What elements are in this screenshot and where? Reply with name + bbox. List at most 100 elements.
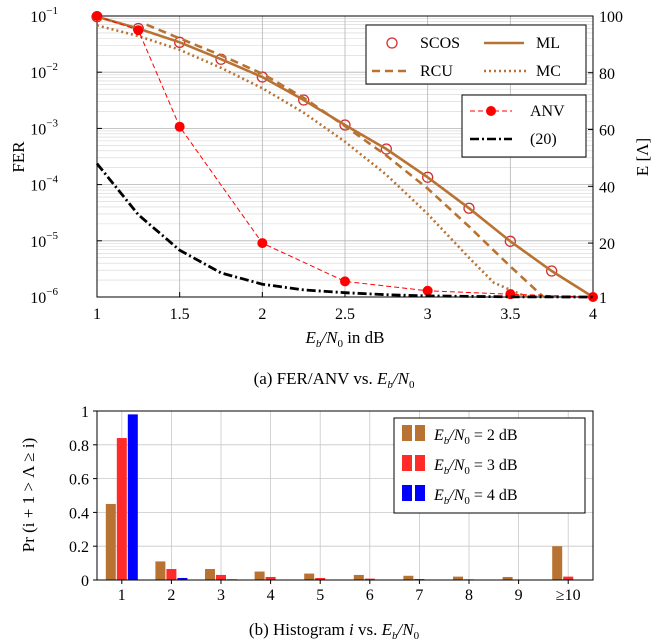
hist-bar [403,575,414,580]
scos-point [504,235,516,247]
top-ticks: 1 1.5 2 2.5 3 3.5 4 10−1 10−2 10−3 10−4 10−5 10−6 100… [30,5,623,323]
top-legend-main: SCOS ML RCU MC [365,24,587,85]
y-tick-label: 10−1 [30,5,58,26]
hist-y-label: 1 [81,404,89,421]
hist-bar [177,577,188,580]
hist-x-label: 6 [366,587,374,604]
legend-3db-swatch [402,455,412,471]
x-tick-label: 3.5 [500,306,520,323]
bottom-ticks: 1 2 3 4 5 6 7 8 9 ≥10 1 0.8 0.6 0.4 0.2 0 [69,404,581,604]
hist-y-label: 0.4 [69,505,89,522]
y2-tick-label: 20 [599,236,615,253]
hist-y-label: 0 [81,573,89,590]
y-tick-label: 10−6 [30,286,58,307]
y2-tick-label: 40 [599,179,615,196]
legend-eq20-label: (20) [530,131,557,148]
top-ylabel: FER [9,141,28,173]
bottom-bars [105,414,585,580]
hist-bar [563,576,574,580]
scos-point [339,119,351,131]
hist-x-label: ≥10 [556,587,581,604]
hist-bar [127,414,138,580]
hist-bar [155,561,166,580]
hist-bar [414,578,425,580]
anv-point [588,292,598,302]
legend-scos-marker [386,37,398,49]
top-caption: (a) FER/ANV vs. Eb/N0 [254,369,415,391]
bottom-caption: (b) Histogram i vs. Eb/N0 [249,620,420,642]
legend-4db-swatch-b [415,485,425,501]
legend-4db-swatch [402,485,412,501]
bottom-ylabel: Pr (i + 1 > Λ ≥ i) [19,438,38,553]
legend-3db-swatch-b [415,455,425,471]
hist-bar [254,571,265,580]
top-y2label: E [Λ] [633,138,652,176]
bottom-legend: Eb/N0 = 2 dB Eb/N0 = 3 dB Eb/N0 = 4 dB [393,417,586,514]
y-tick-label: 10−4 [30,174,58,195]
hist-bar [453,576,463,580]
anv-point [257,238,268,249]
legend-anv-label: ANV [530,103,565,120]
y2-tick-label: 80 [599,66,615,83]
y-tick-label: 10−5 [30,230,58,251]
legend-anv-marker [486,106,496,116]
hist-x-label: 9 [515,587,523,604]
scos-point [546,265,558,277]
scos-point [422,171,434,183]
x-tick-label: 3 [424,306,432,323]
hist-bar [166,569,177,580]
top-legend-secondary: ANV (20) [461,94,587,158]
anv-point [92,11,102,21]
series-rcu-line [146,23,545,298]
bottom-plot-frame [96,410,594,581]
hist-bar [265,576,276,580]
hist-x-label: 3 [217,587,225,604]
hist-y-label: 0.6 [69,472,89,489]
hist-y-label: 0.2 [69,539,89,556]
histogram-chart: 1 2 3 4 5 6 7 8 9 ≥10 1 0.8 0.6 0.4 0.2 0 Pr (i + 1 > Λ… [19,404,594,642]
anv-point [340,276,350,287]
series-20-line [95,162,594,299]
series-anv-line [96,15,594,298]
x-tick-label: 1.5 [170,306,190,323]
hist-x-label: 2 [167,587,175,604]
legend-mc-label: MC [536,63,561,80]
top-series [91,11,598,302]
hist-x-label: 7 [415,587,423,604]
hist-bar [353,574,364,580]
hist-x-label: 8 [465,587,473,604]
anv-point [133,25,144,36]
hist-bar [304,573,315,580]
x-tick-label: 2 [258,306,266,323]
x-tick-label: 4 [589,306,597,323]
y-tick-label: 10−3 [30,117,58,138]
scos-point [463,202,475,214]
hist-bar [502,576,513,580]
hist-x-label: 4 [267,587,275,604]
fer-anv-chart: 1 1.5 2 2.5 3 3.5 4 10−1 10−2 10−3 10−4 10−5 10−6 100… [9,5,652,391]
anv-point [422,285,433,296]
hist-bar [315,577,326,580]
y2-tick-label: 100 [599,9,623,26]
legend-ml-label: ML [536,35,560,52]
hist-bar [116,438,127,580]
series-mc-line [96,24,528,299]
legend-2db-swatch [402,425,412,441]
y2-tick-label: 1 [599,290,607,307]
y2-tick-label: 60 [599,123,615,140]
hist-bar [105,503,116,580]
x-tick-label: 1 [93,306,101,323]
hist-x-label: 1 [118,587,126,604]
anv-point [174,121,185,132]
legend-4db-label: Eb/N0 = 4 dB [433,487,518,507]
hist-bar [364,578,375,580]
hist-x-label: 5 [316,587,324,604]
x-tick-label: 2.5 [335,306,355,323]
hist-y-label: 0.8 [69,438,89,455]
top-xlabel: Eb/N0 in dB [304,328,384,350]
legend-2db-swatch-b [415,425,425,441]
legend-scos-label: SCOS [420,35,460,52]
legend-rcu-label: RCU [420,63,453,80]
legend-3db-label: Eb/N0 = 3 dB [433,457,518,477]
